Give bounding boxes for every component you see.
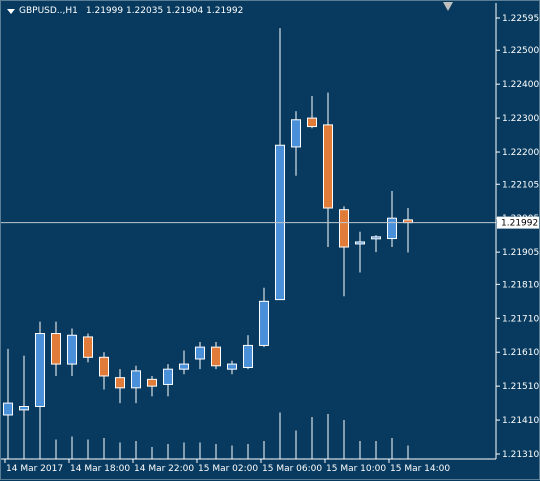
volume-bars: [7, 412, 409, 459]
candle-body-bull: [355, 241, 365, 245]
price-tick-label: 1.21610: [502, 348, 539, 358]
candle-body-bear: [323, 124, 333, 209]
price-axis: 1.22595 1.22500 1.22400 1.22300 1.22200 1.221…: [1, 3, 539, 460]
current-price-tag: 1.21992: [497, 216, 539, 229]
price-tick-label: 1.22200: [502, 148, 539, 158]
candle: [83, 333, 93, 363]
candle: [339, 206, 349, 297]
candle: [179, 350, 189, 375]
candle-body-bull: [387, 217, 397, 240]
candle-body-bear: [147, 378, 157, 387]
time-tick-label: 15 Mar 02:00: [198, 464, 258, 474]
candle: [291, 111, 301, 176]
price-tick-label: 1.22105: [502, 180, 539, 190]
candle-body-bear: [339, 209, 349, 248]
candle: [3, 348, 13, 449]
candle-body-bull: [19, 405, 29, 411]
candle-body-bull: [35, 333, 45, 407]
candle: [35, 321, 45, 434]
ohlc-values: 1.21999 1.22035 1.21904 1.21992: [85, 6, 244, 16]
candle: [259, 287, 269, 348]
candle: [403, 208, 413, 253]
time-tick-label: 15 Mar 06:00: [262, 464, 322, 474]
candle-body-bear: [83, 336, 93, 358]
candle-body-bull: [259, 300, 269, 346]
price-tick-label: 1.22500: [502, 46, 539, 56]
candle: [163, 364, 173, 397]
price-tick-label: 1.22400: [502, 80, 539, 90]
candle: [99, 352, 109, 390]
candle-body-bear: [99, 356, 109, 377]
current-price-tag-box: [497, 216, 539, 229]
candle-body-bull: [371, 236, 381, 240]
candle-body-bull: [163, 368, 173, 385]
time-axis: 14 Mar 2017 14 Mar 18:00 14 Mar 22:00 15 Ma…: [4, 459, 450, 474]
price-tick-label: 1.21810: [502, 280, 539, 290]
price-tick-label: 1.22595: [502, 14, 539, 24]
time-tick-label: 14 Mar 18:00: [70, 464, 130, 474]
chart-shift-marker-icon[interactable]: [443, 2, 453, 11]
candle-body-bear: [115, 377, 125, 389]
candle-body-bull: [291, 119, 301, 148]
candle: [387, 191, 397, 248]
candle: [211, 342, 221, 370]
price-tick-label: 1.21905: [502, 248, 539, 258]
candle: [355, 231, 365, 273]
price-tick-label: 1.21710: [502, 314, 539, 324]
candle: [371, 235, 381, 253]
candle: [275, 28, 285, 301]
candle: [147, 375, 157, 397]
candle-body-bull: [243, 344, 253, 368]
price-tick-label: 1.21310: [502, 450, 539, 460]
candle: [115, 369, 125, 404]
candle-body-bear: [307, 117, 317, 128]
time-tick-label: 14 Mar 2017: [6, 464, 63, 474]
candle: [243, 335, 253, 370]
candle-body-bull: [67, 334, 77, 365]
candle: [51, 321, 61, 376]
candle-body-bull: [3, 402, 13, 416]
candle: [195, 342, 205, 370]
price-tick-label: 1.21410: [502, 416, 539, 426]
candle: [323, 92, 333, 248]
time-tick-label: 14 Mar 22:00: [134, 464, 194, 474]
price-tick-label: 1.21510: [502, 382, 539, 392]
candle: [307, 96, 317, 129]
candle: [19, 355, 29, 448]
time-tick-label: 15 Mar 10:00: [326, 464, 386, 474]
candle-body-bear: [51, 333, 61, 365]
symbol-timeframe: GBPUSD..,H1: [19, 6, 78, 16]
chart-header: GBPUSD..,H1 1.21999 1.22035 1.21904 1.21…: [7, 6, 243, 16]
candle: [67, 328, 77, 376]
candle-body-bull: [195, 346, 205, 360]
candles: [3, 28, 413, 449]
candle: [131, 365, 141, 404]
candle-body-bull: [227, 363, 237, 370]
candle-body-bear: [211, 346, 221, 367]
dropdown-triangle-icon[interactable]: [7, 8, 15, 14]
candle: [227, 360, 237, 375]
candle-body-bull: [131, 370, 141, 389]
candle-body-bull: [179, 363, 189, 370]
price-tick-label: 1.22300: [502, 114, 539, 124]
current-price-label: 1.21992: [501, 219, 538, 229]
time-tick-label: 15 Mar 14:00: [390, 464, 450, 474]
